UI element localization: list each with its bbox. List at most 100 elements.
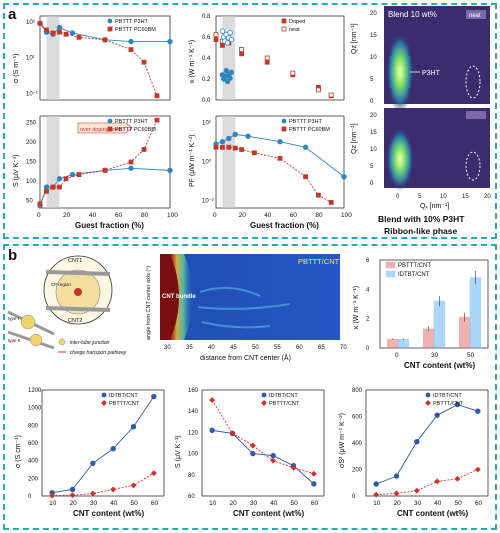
ytick-label: 160: [188, 388, 199, 394]
ytick-label: 10³: [26, 20, 35, 26]
ytick-label: 200: [352, 468, 363, 474]
x-axis-label: CNT content (wt%): [73, 509, 144, 518]
xtick-label: 0: [395, 352, 399, 359]
xtick-label: 20: [394, 500, 402, 507]
data-point: [154, 93, 160, 99]
data-point: [328, 92, 334, 98]
ytick-label: 0.8: [202, 14, 211, 20]
heatmap-xtick: 50: [252, 345, 259, 351]
giwaxs-xtick: 10: [440, 194, 447, 200]
data-point: [128, 47, 134, 52]
x-axis-label: Guest fraction (%): [250, 221, 319, 230]
data-point: [49, 492, 56, 499]
ytick-label: 140: [188, 409, 199, 415]
legend-entry: IDTBT/CNT: [433, 393, 462, 399]
legend-entry: PBTTT/CNT: [433, 401, 464, 407]
data-point: [102, 167, 108, 173]
heatmap-cnt-label: CNT bundle: [162, 294, 196, 300]
giwaxs-ytick-bottom: 0: [370, 181, 374, 187]
data-point: [37, 20, 43, 26]
heatmap-xticks: 30 35 40 45 50 55 60 65 70: [164, 345, 347, 351]
ytick-label: 0.0: [202, 98, 211, 104]
giwaxs-neat-badge: [466, 10, 486, 19]
panel-a: [3, 3, 497, 239]
data-point: [232, 131, 238, 138]
y-axis-label: σ (S m⁻¹): [13, 54, 20, 83]
data-point: [229, 430, 236, 437]
xtick-label: 60: [475, 500, 483, 507]
xtick-label: 30: [250, 500, 258, 507]
data-point: [76, 34, 82, 40]
ytick-label: 250: [26, 120, 37, 126]
legend-entry: IDTBT/CNT: [398, 272, 430, 278]
data-point: [249, 442, 256, 449]
data-point: [154, 117, 160, 123]
data-point: [90, 460, 96, 467]
panel-label-b: b: [8, 247, 18, 264]
series-line: [211, 399, 314, 475]
legend-swatch: [385, 261, 396, 269]
xtick-label: 40: [89, 212, 97, 219]
legend-entry: PBTTT P3HT: [115, 119, 149, 125]
data-point: [50, 30, 56, 36]
data-point: [226, 144, 232, 150]
giwaxs-ytick-bottom: 20: [370, 113, 377, 119]
xtick-label: 0: [213, 212, 217, 219]
giwaxs-ytick-top: 10: [370, 55, 377, 61]
legend-entry: neat: [289, 27, 300, 33]
series-line: [216, 146, 332, 203]
heatmap-ylabel: angle from CNT center axis (°): [146, 266, 152, 340]
giwaxs-xtick: 20: [484, 194, 491, 200]
xtick-label: 20: [70, 500, 78, 507]
ytick-label: 800: [28, 423, 39, 429]
bar: [458, 316, 471, 349]
legend-marker: [107, 118, 113, 124]
data-point: [43, 184, 50, 190]
cnt-schematic: CNT1 CNT2 CP region type I type II : int…: [7, 255, 127, 356]
data-point: [141, 147, 147, 152]
data-point: [228, 36, 235, 43]
chart-pf-vs-guest: PBTTT P3HT PBTTT PC60BM 0 20 40 60 80 100 10² 10⁰…: [189, 115, 352, 230]
legend-entry: PBTTT PC60BM: [289, 127, 330, 133]
data-point: [239, 147, 244, 152]
xtick-label: 20: [230, 500, 238, 507]
series-line: [39, 23, 158, 96]
data-point: [393, 490, 400, 497]
data-point: [50, 184, 56, 190]
data-point: [209, 397, 216, 404]
bar: [422, 328, 435, 349]
heatmap-xtick: 40: [208, 345, 215, 351]
ytick-label: 0.4: [202, 56, 211, 62]
blend-caption-2: Ribbon-like phase: [384, 226, 457, 236]
data-point: [310, 470, 317, 477]
legend-marker: [281, 26, 287, 32]
xtick-label: 50: [291, 500, 299, 507]
xtick-label: 100: [167, 212, 178, 219]
ytick-label: 80: [188, 473, 195, 479]
ytick-label: 2: [366, 317, 370, 323]
chart-kappa-bar: PBTTT/CNT IDTBT/CNT 0 30 50 0 2 4 6 κ (W m⁻¹ K⁻¹)…: [353, 258, 489, 370]
giwaxs-ytick-bottom: 5: [370, 164, 374, 170]
data-point: [209, 427, 215, 434]
data-point: [128, 165, 134, 171]
giwaxs-images: Blend 10 wt% neat P3HT Qz [nm⁻¹] Qz [nm⁻…: [351, 6, 491, 236]
data-point: [167, 167, 173, 174]
legend-marker: [107, 126, 113, 132]
giwaxs-ylabel-bottom: Qz [nm⁻¹]: [351, 123, 358, 154]
data-point: [69, 492, 76, 499]
y-axis-label: S (μV K⁻¹): [175, 435, 182, 468]
xtick-label: 100: [341, 212, 352, 219]
ytick-label: 10¹: [26, 56, 35, 62]
giwaxs-ytick-top: 20: [370, 11, 377, 17]
data-point: [474, 466, 481, 473]
ytick-label: 50: [26, 199, 33, 205]
data-point: [56, 24, 63, 31]
giwaxs-ytick-bottom: 10: [370, 147, 377, 153]
data-point: [311, 481, 317, 487]
ytick-label: 1200: [28, 388, 42, 394]
ytick-label: 6: [366, 258, 370, 264]
data-point: [315, 87, 321, 93]
data-point: [102, 37, 108, 43]
ytick-label: 200: [26, 140, 37, 146]
legend-entry: PBTTT PC60BM: [115, 27, 156, 33]
